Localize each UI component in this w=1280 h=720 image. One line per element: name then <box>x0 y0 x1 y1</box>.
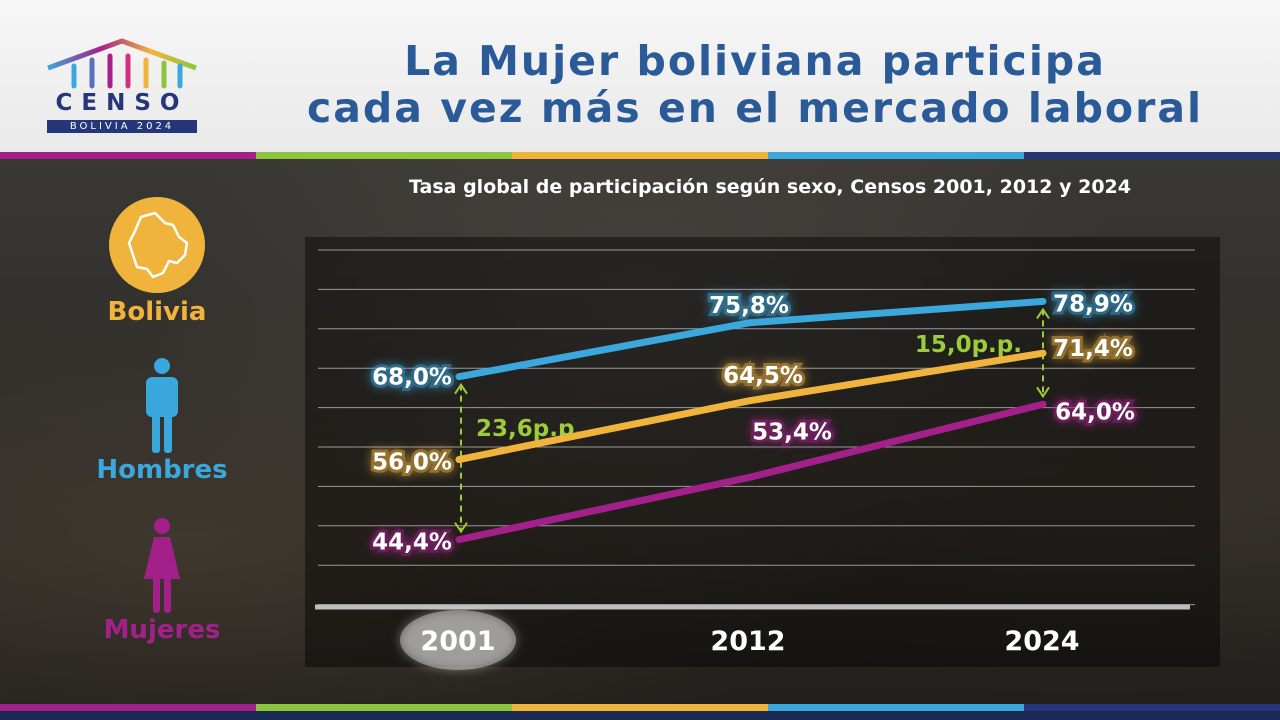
gap-arrow-down <box>454 522 468 534</box>
x-tick-label: 2012 <box>710 626 785 657</box>
page-title: La Mujer boliviana participa cada vez má… <box>250 38 1260 132</box>
title-line-1: La Mujer boliviana participa <box>404 37 1106 85</box>
title-line-2: cada vez más en el mercado laboral <box>306 84 1204 132</box>
data-label-glow: 56,0% <box>372 450 452 476</box>
data-label-hombres: 75,8% <box>709 293 789 319</box>
data-label-glow: 64,0% <box>1055 399 1135 425</box>
gap-label: 15,0p.p. <box>915 332 1022 358</box>
series-line-hombres <box>455 297 1047 381</box>
gap-arrow-up <box>454 382 468 395</box>
bottom-bar <box>0 711 1280 720</box>
data-labels: 68,0%68,0%75,8%75,8% 78,9%78,9%56,0%56,0%… <box>369 288 1138 558</box>
data-label-glow: 44,4% <box>372 530 452 556</box>
data-label-glow: 68,0% <box>372 365 452 391</box>
x-tick-label: 2001 <box>420 626 495 657</box>
data-label-glow: 78,9% <box>1053 291 1133 317</box>
series-line-mujeres <box>455 400 1047 544</box>
x-tick-labels: 2001 2012 2024 <box>400 610 1080 670</box>
man-icon <box>146 358 178 453</box>
data-label-glow: 53,4% <box>752 419 832 445</box>
header: CENSO BOLIVIA 2024 La Mujer boliviana pa… <box>0 0 1280 152</box>
chart-title: Tasa global de participación según sexo,… <box>409 176 1131 198</box>
data-label-bolivia: 71,4% <box>1053 336 1133 362</box>
data-label-hombres: 78,9% <box>1053 291 1133 317</box>
legend-bolivia: Bolivia <box>95 195 219 327</box>
data-label-hombres: 68,0% <box>372 365 452 391</box>
data-label-mujeres: 44,4% <box>372 530 452 556</box>
legend-mujeres: Mujeres <box>90 517 234 645</box>
highlight-glow <box>400 610 516 670</box>
legend-bolivia-label: Bolivia <box>107 297 207 327</box>
legend-hombres: Hombres <box>90 357 234 485</box>
logo-house-icon <box>47 38 197 89</box>
logo-word: CENSO <box>55 90 189 116</box>
legend-mujeres-label: Mujeres <box>103 615 221 645</box>
top-color-stripe <box>0 152 1280 159</box>
series-lines <box>455 297 1047 544</box>
bolivia-map-icon <box>109 197 205 293</box>
gap-arrow-down <box>1036 386 1050 399</box>
gap-annotations: 23,6p.p.15,0p.p. <box>454 307 1050 534</box>
data-label-glow: 75,8% <box>709 293 789 319</box>
bottom-color-stripe <box>0 704 1280 711</box>
gap-arrow-up <box>1036 307 1050 319</box>
data-label-mujeres: 64,0% <box>1055 399 1135 425</box>
series-line-bolivia <box>455 349 1047 464</box>
woman-icon <box>144 518 180 613</box>
x-tick-label: 2024 <box>1004 626 1079 657</box>
data-label-glow: 64,5% <box>723 363 803 389</box>
legend-hombres-label: Hombres <box>96 455 228 485</box>
chart-panel <box>305 237 1220 667</box>
data-label-glow: 71,4% <box>1053 336 1133 362</box>
data-label-mujeres: 53,4% <box>752 419 832 445</box>
censo-logo: CENSO BOLIVIA 2024 <box>44 38 200 134</box>
grid-lines <box>318 249 1195 606</box>
data-label-bolivia: 56,0% <box>372 450 452 476</box>
data-label-bolivia: 64,5% <box>723 363 803 389</box>
logo-subtitle: BOLIVIA 2024 <box>47 120 197 133</box>
